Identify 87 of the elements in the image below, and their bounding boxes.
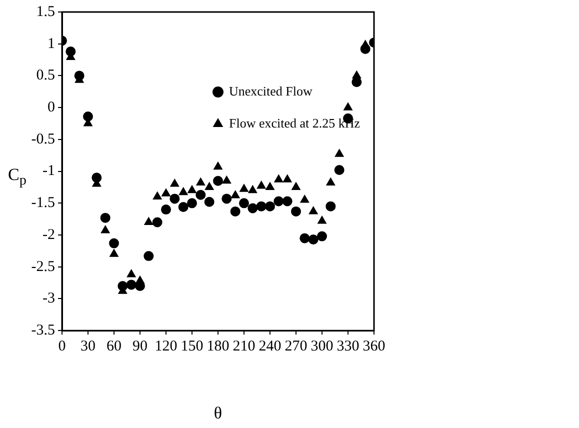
point [204,196,214,207]
point [74,70,84,81]
point [248,203,258,214]
point [144,251,154,262]
y-tick-label: -1.5 [31,195,55,212]
point [222,194,232,204]
point [92,172,102,183]
point [308,206,318,214]
point [292,182,300,190]
point [317,231,327,242]
x-tick-label: 120 [154,338,178,355]
y-tick-label: -1 [42,163,55,180]
x-tick-label: 300 [310,338,334,355]
point [230,206,240,216]
point [266,182,274,190]
point [256,201,266,212]
point [308,234,318,244]
point [274,174,284,182]
y-tick-label: -3 [42,290,55,307]
point [161,204,171,215]
x-tick-label: 30 [80,338,96,355]
point [144,217,154,226]
y-tick-label: -3.5 [31,322,55,339]
point [110,249,118,257]
point [109,238,119,248]
point [66,46,76,57]
point [178,202,188,212]
point [282,174,292,182]
point [213,176,223,186]
x-tick-label: 270 [284,338,308,355]
point [196,190,206,200]
point [256,180,266,189]
point [352,77,362,88]
point [170,194,180,204]
point [170,179,180,187]
point [334,149,344,157]
point [178,187,188,196]
x-tick-label: 90 [132,338,148,355]
point [187,198,197,208]
y-tick-label: 0.5 [36,68,55,84]
point [291,206,301,216]
point [214,162,222,170]
x-tick-label: 150 [180,338,204,355]
point [100,212,110,223]
point [188,185,196,194]
x-tick-label: 210 [232,338,256,355]
point [300,194,310,203]
x-tick-label: 240 [258,338,282,355]
y-tick-label: -0.5 [31,131,55,148]
point [274,196,284,206]
point [152,192,162,200]
x-tick-label: 330 [336,338,360,355]
y-axis-title: C$_{p}$ [8,165,26,190]
legend-label: Unexcited Flow [229,83,314,98]
y-tick-label: -2.5 [31,258,55,275]
x-tick-label: 180 [206,338,230,355]
x-axis-title: θ [214,403,222,422]
x-tick-label: 60 [106,338,122,355]
point [204,182,214,190]
point [126,280,136,290]
point [360,44,370,54]
point [240,184,248,192]
point [222,176,232,184]
point [326,178,336,186]
y-tick-label: 1 [48,36,55,52]
point [326,201,336,212]
point [118,280,128,291]
point [126,270,136,278]
point [100,226,110,234]
point [318,216,326,224]
point [300,233,310,244]
y-tick-label: 0 [48,100,55,116]
point [282,196,292,206]
x-tick-label: 360 [362,338,386,355]
point [344,102,352,110]
y-tick-label: -2 [42,226,55,243]
point [152,217,162,228]
point [248,185,258,194]
point [162,188,170,196]
point [83,112,93,122]
point [239,198,249,208]
point [196,178,206,186]
point [265,201,275,212]
point [230,190,240,198]
x-tick-label: 0 [58,338,66,355]
point [334,165,344,176]
y-tick-label: 1.5 [36,4,55,20]
